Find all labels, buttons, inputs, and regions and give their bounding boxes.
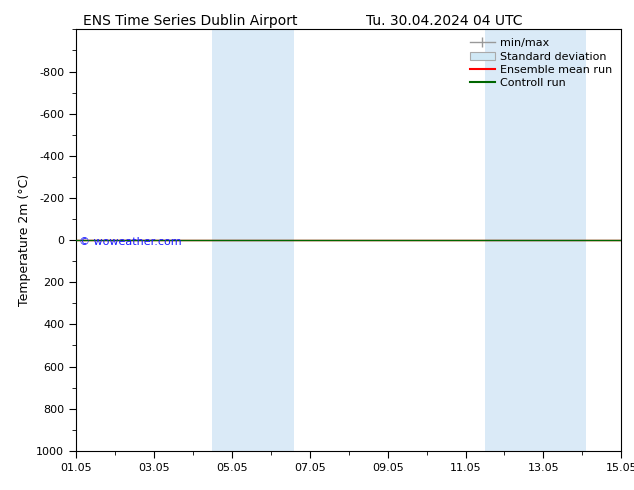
Text: © woweather.com: © woweather.com — [79, 237, 181, 247]
Y-axis label: Temperature 2m (°C): Temperature 2m (°C) — [18, 174, 30, 306]
Bar — [485, 29, 586, 451]
Text: ENS Time Series Dublin Airport: ENS Time Series Dublin Airport — [83, 14, 297, 28]
Legend: min/max, Standard deviation, Ensemble mean run, Controll run: min/max, Standard deviation, Ensemble me… — [467, 35, 616, 92]
Text: Tu. 30.04.2024 04 UTC: Tu. 30.04.2024 04 UTC — [366, 14, 522, 28]
Bar — [212, 29, 294, 451]
